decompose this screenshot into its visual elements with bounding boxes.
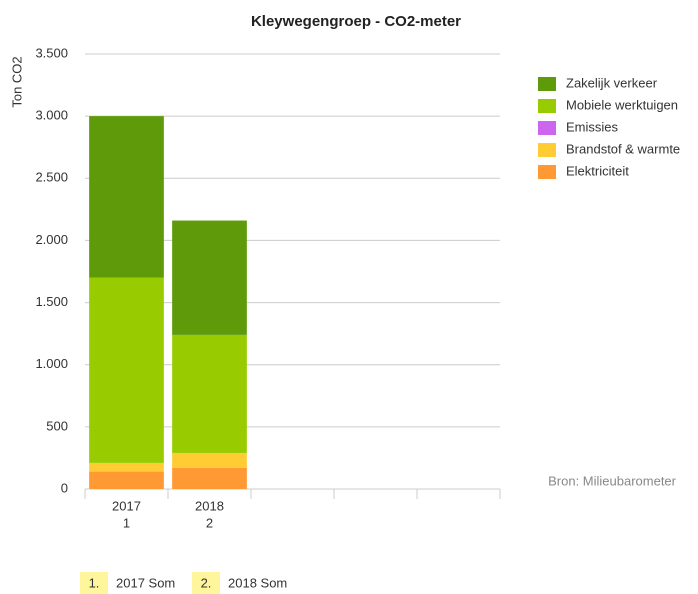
y-tick-label: 2.000 <box>35 232 68 247</box>
y-tick-label: 500 <box>46 418 68 433</box>
legend-label: Zakelijk verkeer <box>566 75 658 90</box>
legend-label: Brandstof & warmte <box>566 141 680 156</box>
y-tick-label: 3.000 <box>35 108 68 123</box>
chart-title: Kleywegengroep - CO2-meter <box>251 13 461 30</box>
legend-swatch <box>538 99 556 113</box>
y-tick-label: 1.500 <box>35 294 68 309</box>
y-axis-label: Ton CO2 <box>9 56 24 107</box>
legend-swatch <box>538 77 556 91</box>
source: Bron: Milieubarometer <box>548 473 677 488</box>
footer-label: 2017 Som <box>116 575 175 590</box>
footer-number: 1. <box>89 575 100 590</box>
legend-swatch <box>538 165 556 179</box>
footer-badge <box>192 572 220 594</box>
x-tick-label: 2017 <box>112 498 141 513</box>
bar-segment <box>89 462 164 472</box>
x-sub-label: 2 <box>206 515 213 530</box>
legend-swatch <box>538 121 556 135</box>
legend-label: Elektriciteit <box>566 163 629 178</box>
x-sub-label: 1 <box>123 515 130 530</box>
y-tick-label: 1.000 <box>35 356 68 371</box>
x-tick-label: 2018 <box>195 498 224 513</box>
y-tick-label: 2.500 <box>35 170 68 185</box>
bar-segment <box>172 467 247 489</box>
footer-label: 2018 Som <box>228 575 287 590</box>
bar-segment <box>89 471 164 489</box>
footer-number: 2. <box>201 575 212 590</box>
y-tick-label: 0 <box>61 480 68 495</box>
bar-segment <box>172 334 247 453</box>
bar-segment <box>89 116 164 278</box>
footer-badge <box>80 572 108 594</box>
legend-swatch <box>538 143 556 157</box>
y-tick-label: 3.500 <box>35 45 68 60</box>
bar-segment <box>172 220 247 335</box>
legend-label: Mobiele werktuigen <box>566 97 678 112</box>
legend-label: Emissies <box>566 119 619 134</box>
bar-segment <box>89 277 164 463</box>
bar-segment <box>172 452 247 468</box>
